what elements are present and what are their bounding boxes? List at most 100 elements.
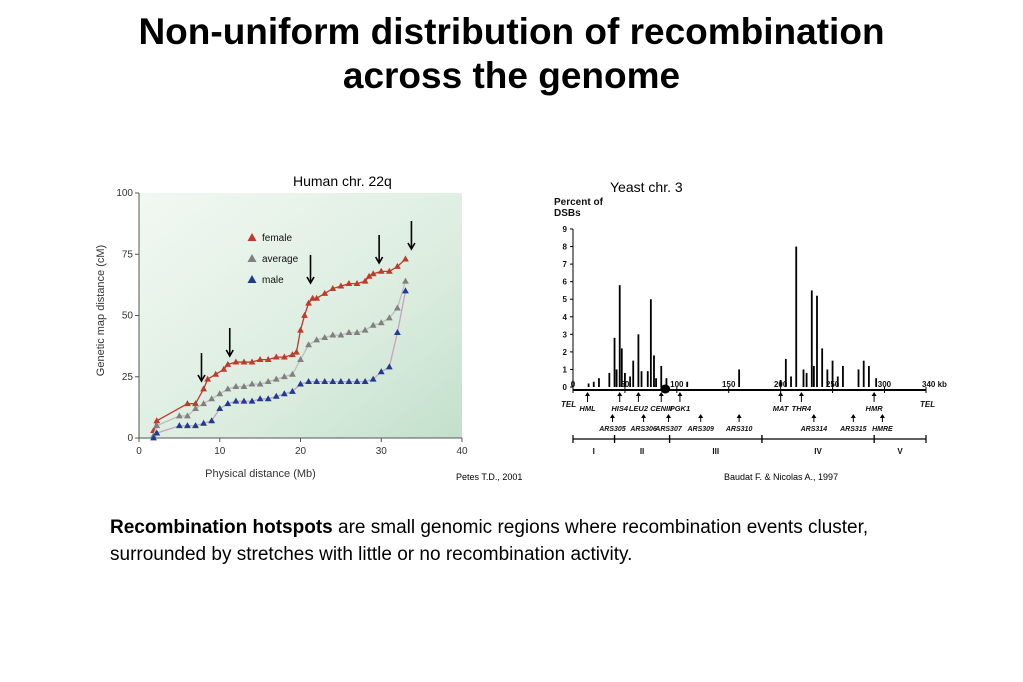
- legend-label-average: average: [262, 254, 299, 265]
- data-point-female: [313, 294, 321, 301]
- data-point-average: [353, 329, 361, 336]
- y-tick-label: 8: [563, 243, 568, 252]
- dsb-bar: [624, 372, 626, 387]
- y-tick-label: 0: [127, 433, 133, 444]
- data-point-female: [377, 267, 385, 274]
- body-text: Recombination hotspots are small genomic…: [110, 514, 910, 568]
- x-tick-label: 40: [456, 446, 468, 457]
- legend-label-female: female: [262, 233, 292, 244]
- data-point-female: [345, 280, 353, 287]
- ars-arrowhead: [641, 414, 647, 418]
- data-point-female: [289, 351, 296, 358]
- dsb-bar: [816, 295, 818, 387]
- dsb-bar: [790, 376, 792, 387]
- data-point-female: [184, 400, 191, 407]
- gene-label: CENIII: [650, 404, 673, 413]
- data-point-female: [385, 267, 393, 274]
- dsb-bar: [857, 369, 860, 387]
- data-point-female: [272, 353, 280, 360]
- data-point-female: [192, 400, 199, 407]
- data-point-average: [329, 331, 337, 338]
- data-point-average: [361, 326, 369, 333]
- gene-arrowhead: [635, 392, 641, 396]
- data-point-male: [297, 380, 304, 387]
- x-tick-label: 250: [826, 380, 840, 389]
- y-axis-label: Percent of: [554, 197, 604, 208]
- data-point-female: [301, 311, 308, 318]
- x-tick-label-end: 340 kb: [922, 380, 947, 389]
- segment-label: V: [897, 447, 903, 456]
- data-point-male: [184, 422, 191, 429]
- data-point-average: [264, 378, 272, 385]
- data-point-male: [385, 363, 393, 370]
- data-point-female: [361, 277, 369, 284]
- data-point-male: [394, 329, 401, 336]
- dsb-bar: [598, 378, 600, 387]
- gene-arrowhead: [677, 392, 683, 396]
- data-point-average: [200, 400, 207, 407]
- plot-background: [139, 193, 462, 438]
- y-tick-label: 1: [563, 365, 568, 374]
- title-line-1: Non-uniform distribution of recombinatio…: [138, 11, 885, 52]
- x-tick-label: 50: [620, 380, 629, 389]
- dsb-bar: [620, 348, 623, 387]
- dsb-bar: [653, 355, 655, 387]
- right-tel-label: TEL: [920, 400, 935, 409]
- data-point-male: [264, 395, 272, 402]
- data-point-average: [369, 321, 377, 328]
- data-point-average: [216, 390, 224, 397]
- data-point-female: [204, 375, 212, 382]
- gene-arrowhead: [617, 392, 623, 396]
- segment-label: IV: [814, 447, 822, 456]
- ars-label: ARS314: [800, 426, 828, 433]
- hotspot-arrowhead: [197, 374, 206, 383]
- ars-arrowhead: [666, 414, 672, 418]
- y-tick-label: 4: [563, 313, 568, 322]
- x-tick-label: 200: [774, 380, 788, 389]
- dsb-bar: [686, 381, 689, 387]
- gene-arrowhead: [658, 392, 664, 396]
- dsb-bar: [640, 371, 643, 387]
- left-tel-label: TEL: [561, 400, 576, 409]
- x-tick-label: 20: [295, 446, 307, 457]
- ars-arrowhead: [609, 414, 615, 418]
- ars-arrowhead: [698, 414, 704, 418]
- data-point-average: [240, 382, 248, 389]
- data-point-average: [385, 314, 393, 321]
- dsb-bar: [779, 379, 782, 387]
- data-point-female: [256, 356, 264, 362]
- ars-label: ARS305: [598, 426, 626, 433]
- data-point-male: [208, 417, 216, 424]
- dsb-bar: [646, 371, 649, 387]
- dsb-bar: [784, 358, 787, 387]
- data-point-female: [402, 255, 409, 262]
- dsb-bar: [842, 365, 844, 387]
- body-text-bold: Recombination hotspots: [110, 517, 333, 538]
- ars-arrowhead: [879, 414, 885, 418]
- data-point-female: [264, 356, 272, 362]
- yeast-citation: Baudat F. & Nicolas A., 1997: [724, 472, 839, 482]
- dsb-bar: [805, 372, 808, 387]
- dsb-bar: [802, 369, 805, 387]
- y-tick-label: 75: [122, 249, 134, 260]
- ars-label: ARS309: [686, 426, 714, 433]
- dsb-bar: [831, 360, 834, 387]
- ars-label: ARS306: [629, 426, 657, 433]
- dsb-bar: [665, 378, 668, 387]
- dsb-bar: [836, 376, 839, 387]
- data-point-male: [216, 405, 224, 411]
- dsb-bar: [618, 285, 621, 387]
- dsb-bar: [821, 348, 824, 387]
- data-point-male: [377, 368, 385, 375]
- data-point-male: [224, 400, 232, 407]
- data-point-female: [305, 299, 312, 306]
- data-point-average: [280, 373, 288, 380]
- data-point-male: [272, 392, 280, 399]
- data-point-average: [184, 412, 191, 419]
- data-point-average: [232, 382, 240, 389]
- dsb-bar: [738, 369, 741, 387]
- data-point-average: [248, 380, 256, 387]
- y-tick-label: 6: [563, 278, 568, 287]
- data-point-female: [200, 385, 207, 392]
